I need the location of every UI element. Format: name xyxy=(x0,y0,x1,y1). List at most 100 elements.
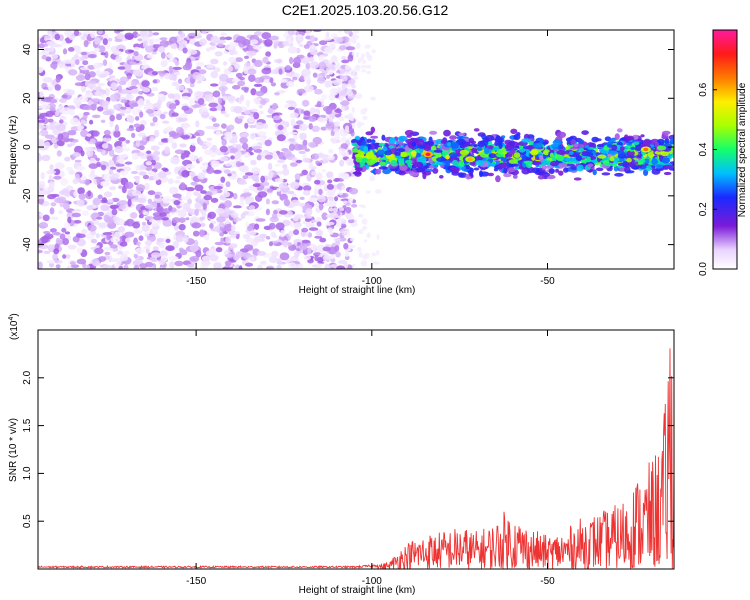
heatmap-ytick-label: 40 xyxy=(22,44,33,56)
heatmap-cell xyxy=(63,59,73,64)
heatmap-cell xyxy=(66,89,75,96)
heatmap-cell xyxy=(158,171,167,179)
heatmap-cell xyxy=(100,180,110,187)
heatmap-cell xyxy=(521,138,531,143)
heatmap-cell xyxy=(116,258,122,266)
heatmap-cell xyxy=(390,159,397,167)
heatmap-cell xyxy=(208,102,219,108)
heatmap-cell xyxy=(279,252,290,261)
heatmap-cell xyxy=(320,126,327,131)
heatmap-cell xyxy=(570,139,576,145)
heatmap-cell xyxy=(339,159,345,167)
heatmap-cell xyxy=(445,159,451,166)
heatmap-cell xyxy=(516,132,521,136)
heatmap-cell xyxy=(268,222,276,230)
heatmap-cell xyxy=(290,162,298,167)
heatmap-cell xyxy=(341,59,350,64)
heatmap-cell xyxy=(76,199,85,207)
heatmap-cell xyxy=(215,247,223,253)
heatmap-cell xyxy=(103,129,111,136)
heatmap-cell xyxy=(309,50,318,56)
heatmap-cell xyxy=(328,93,336,101)
heatmap-cell xyxy=(141,80,150,88)
heatmap-cell xyxy=(627,163,636,168)
heatmap-cell xyxy=(361,69,367,73)
heatmap-cell xyxy=(274,163,281,167)
heatmap-cell xyxy=(75,74,86,81)
heatmap-cell xyxy=(254,77,263,84)
heatmap-cell xyxy=(133,175,141,180)
heatmap-cell xyxy=(637,164,643,169)
heatmap-cell xyxy=(202,145,207,150)
heatmap-cell xyxy=(177,209,187,218)
heatmap-cell xyxy=(249,132,256,140)
heatmap-cell xyxy=(52,63,57,70)
heatmap-cell xyxy=(80,67,89,71)
heatmap-cell xyxy=(149,39,154,48)
heatmap-cell xyxy=(280,78,288,83)
heatmap-cell xyxy=(216,104,223,111)
heatmap-cell xyxy=(118,185,123,189)
heatmap-cell xyxy=(129,86,138,90)
heatmap-cell xyxy=(237,181,248,185)
heatmap-cell xyxy=(129,61,137,65)
heatmap-cell xyxy=(38,153,42,162)
heatmap-cell xyxy=(276,258,283,265)
heatmap-cell xyxy=(251,167,261,175)
heatmap-cell xyxy=(324,263,331,269)
heatmap-cell xyxy=(196,75,206,82)
heatmap-cell xyxy=(120,254,129,262)
heatmap-cell xyxy=(137,132,146,138)
heatmap-cell xyxy=(90,169,96,176)
heatmap-cell xyxy=(187,49,198,55)
heatmap-cell xyxy=(227,173,232,177)
heatmap-cell xyxy=(38,261,43,269)
heatmap-cell xyxy=(199,216,205,221)
heatmap-cell xyxy=(105,216,114,224)
heatmap-cell xyxy=(171,112,179,117)
heatmap-cell xyxy=(209,223,214,229)
heatmap-cell xyxy=(176,37,185,45)
heatmap-cell xyxy=(159,113,166,120)
heatmap-cell xyxy=(213,262,222,269)
heatmap-cell xyxy=(71,212,81,218)
heatmap-cell xyxy=(247,68,257,75)
heatmap-cell xyxy=(197,193,202,201)
heatmap-cell xyxy=(152,32,160,36)
heatmap-cell xyxy=(366,158,376,166)
snr-ytick-label: 0.5 xyxy=(22,514,33,528)
heatmap-cell xyxy=(297,186,303,191)
heatmap-cell xyxy=(232,205,243,209)
heatmap-cell xyxy=(108,186,117,191)
heatmap-cell xyxy=(49,164,54,171)
heatmap-cell xyxy=(350,237,355,242)
heatmap-cell xyxy=(151,103,161,111)
heatmap-cell xyxy=(352,263,356,268)
heatmap-cell xyxy=(132,221,141,229)
heatmap-cell xyxy=(97,106,104,112)
heatmap-cell xyxy=(158,45,165,53)
heatmap-cell xyxy=(219,73,229,82)
heatmap-cell xyxy=(52,253,58,262)
heatmap-cell xyxy=(245,148,253,153)
heatmap-cell xyxy=(307,247,312,255)
heatmap-cell xyxy=(351,222,359,227)
heatmap-cell xyxy=(244,55,249,60)
heatmap-cell xyxy=(196,66,202,70)
heatmap-cell xyxy=(294,250,300,258)
heatmap-cell xyxy=(247,225,253,232)
heatmap-cell xyxy=(346,83,352,88)
heatmap-cell xyxy=(253,83,263,87)
heatmap-cell xyxy=(125,237,131,243)
heatmap-cell xyxy=(203,195,213,201)
heatmap-cell xyxy=(142,87,151,93)
heatmap-cell xyxy=(340,143,349,150)
heatmap-cell xyxy=(231,133,238,141)
heatmap-cell xyxy=(449,135,457,141)
heatmap-cell xyxy=(273,43,278,49)
heatmap-cell xyxy=(162,196,172,204)
heatmap-cell xyxy=(282,168,290,176)
heatmap-cell xyxy=(124,161,133,165)
heatmap-cell xyxy=(350,203,358,208)
heatmap-cell xyxy=(127,198,132,207)
